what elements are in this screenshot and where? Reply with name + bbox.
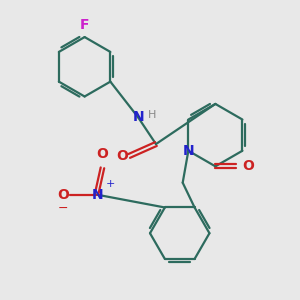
Text: N: N — [92, 188, 104, 202]
Text: N: N — [182, 144, 194, 158]
Text: O: O — [57, 188, 69, 202]
Text: O: O — [243, 159, 255, 173]
Text: H: H — [148, 110, 156, 120]
Text: +: + — [105, 179, 115, 189]
Text: O: O — [97, 147, 108, 161]
Text: −: − — [58, 202, 68, 215]
Text: F: F — [80, 18, 89, 32]
Text: N: N — [132, 110, 144, 124]
Text: O: O — [117, 149, 129, 163]
